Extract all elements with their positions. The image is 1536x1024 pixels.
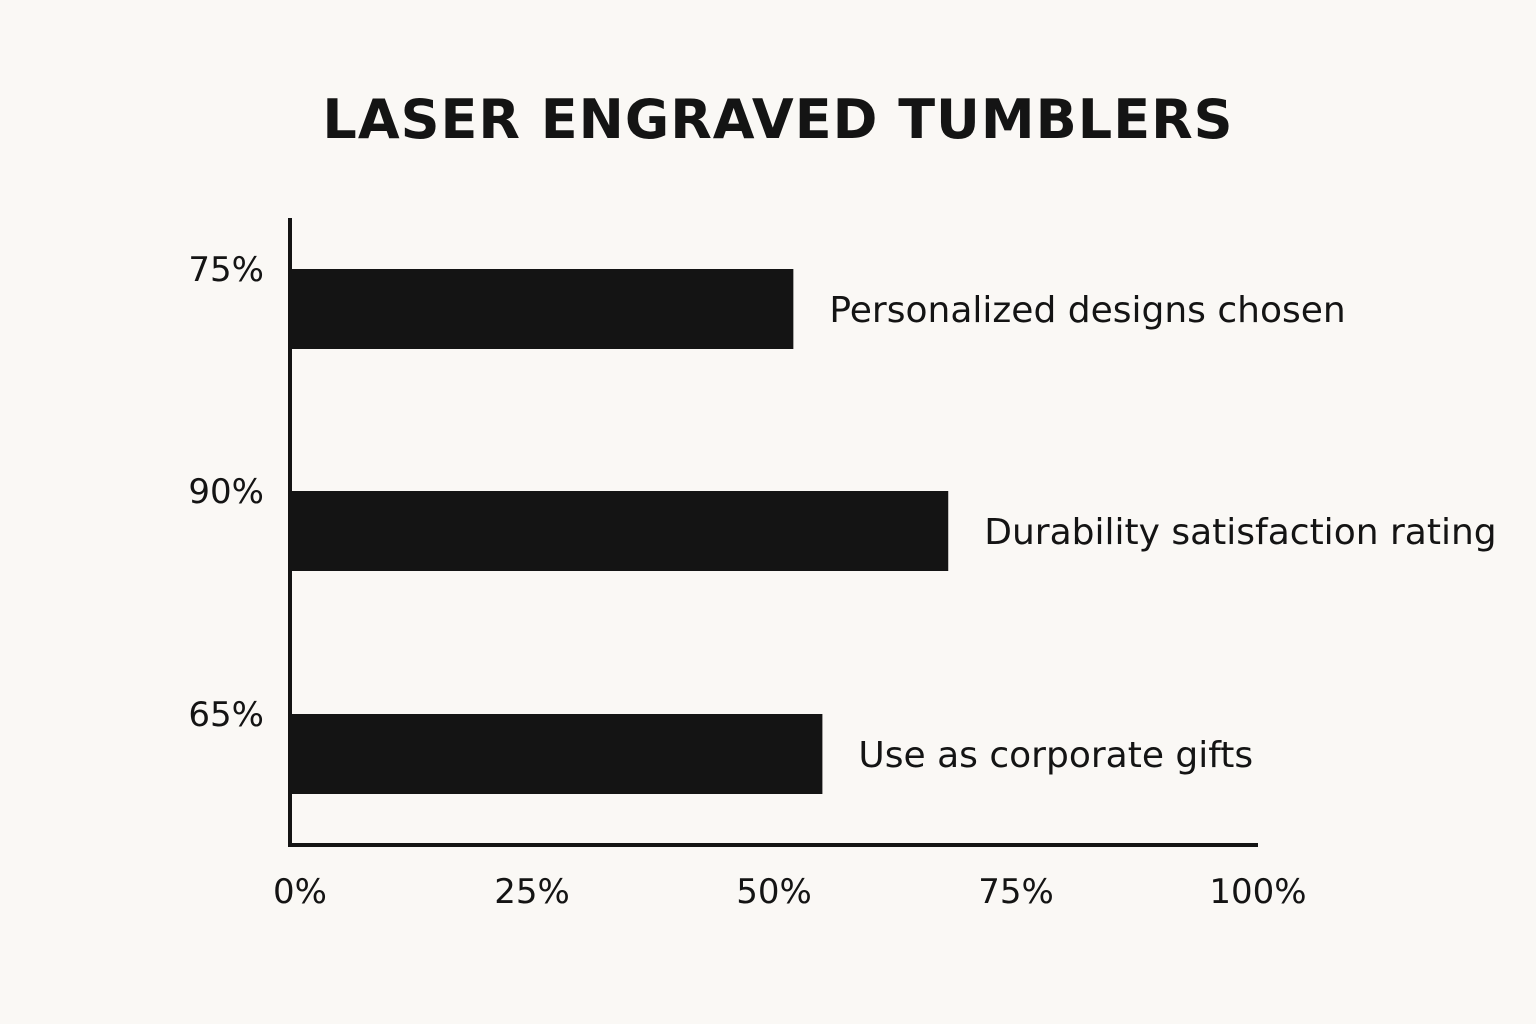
bars-layer: [290, 269, 949, 794]
bar-3: [290, 714, 823, 794]
bar-2: [290, 491, 949, 571]
labels-layer: Personalized designs chosen 75% Durability…: [188, 250, 1496, 776]
chart-title: LASER ENGRAVED TUMBLERS: [322, 88, 1234, 151]
x-axis-ticks: 0% 25% 50% 75% 100%: [273, 872, 1307, 912]
x-tick-label: 100%: [1209, 872, 1306, 912]
category-label: Use as corporate gifts: [858, 735, 1253, 776]
x-tick-label: 0%: [273, 872, 327, 912]
x-tick-label: 75%: [978, 872, 1054, 912]
bar-1: [290, 269, 794, 349]
x-tick-label: 50%: [736, 872, 812, 912]
category-label: Personalized designs chosen: [829, 290, 1345, 331]
category-label: Durability satisfaction rating: [984, 512, 1496, 553]
value-label: 75%: [188, 250, 264, 290]
x-tick-label: 25%: [494, 872, 570, 912]
value-label: 90%: [188, 472, 264, 512]
value-label: 65%: [188, 695, 264, 735]
